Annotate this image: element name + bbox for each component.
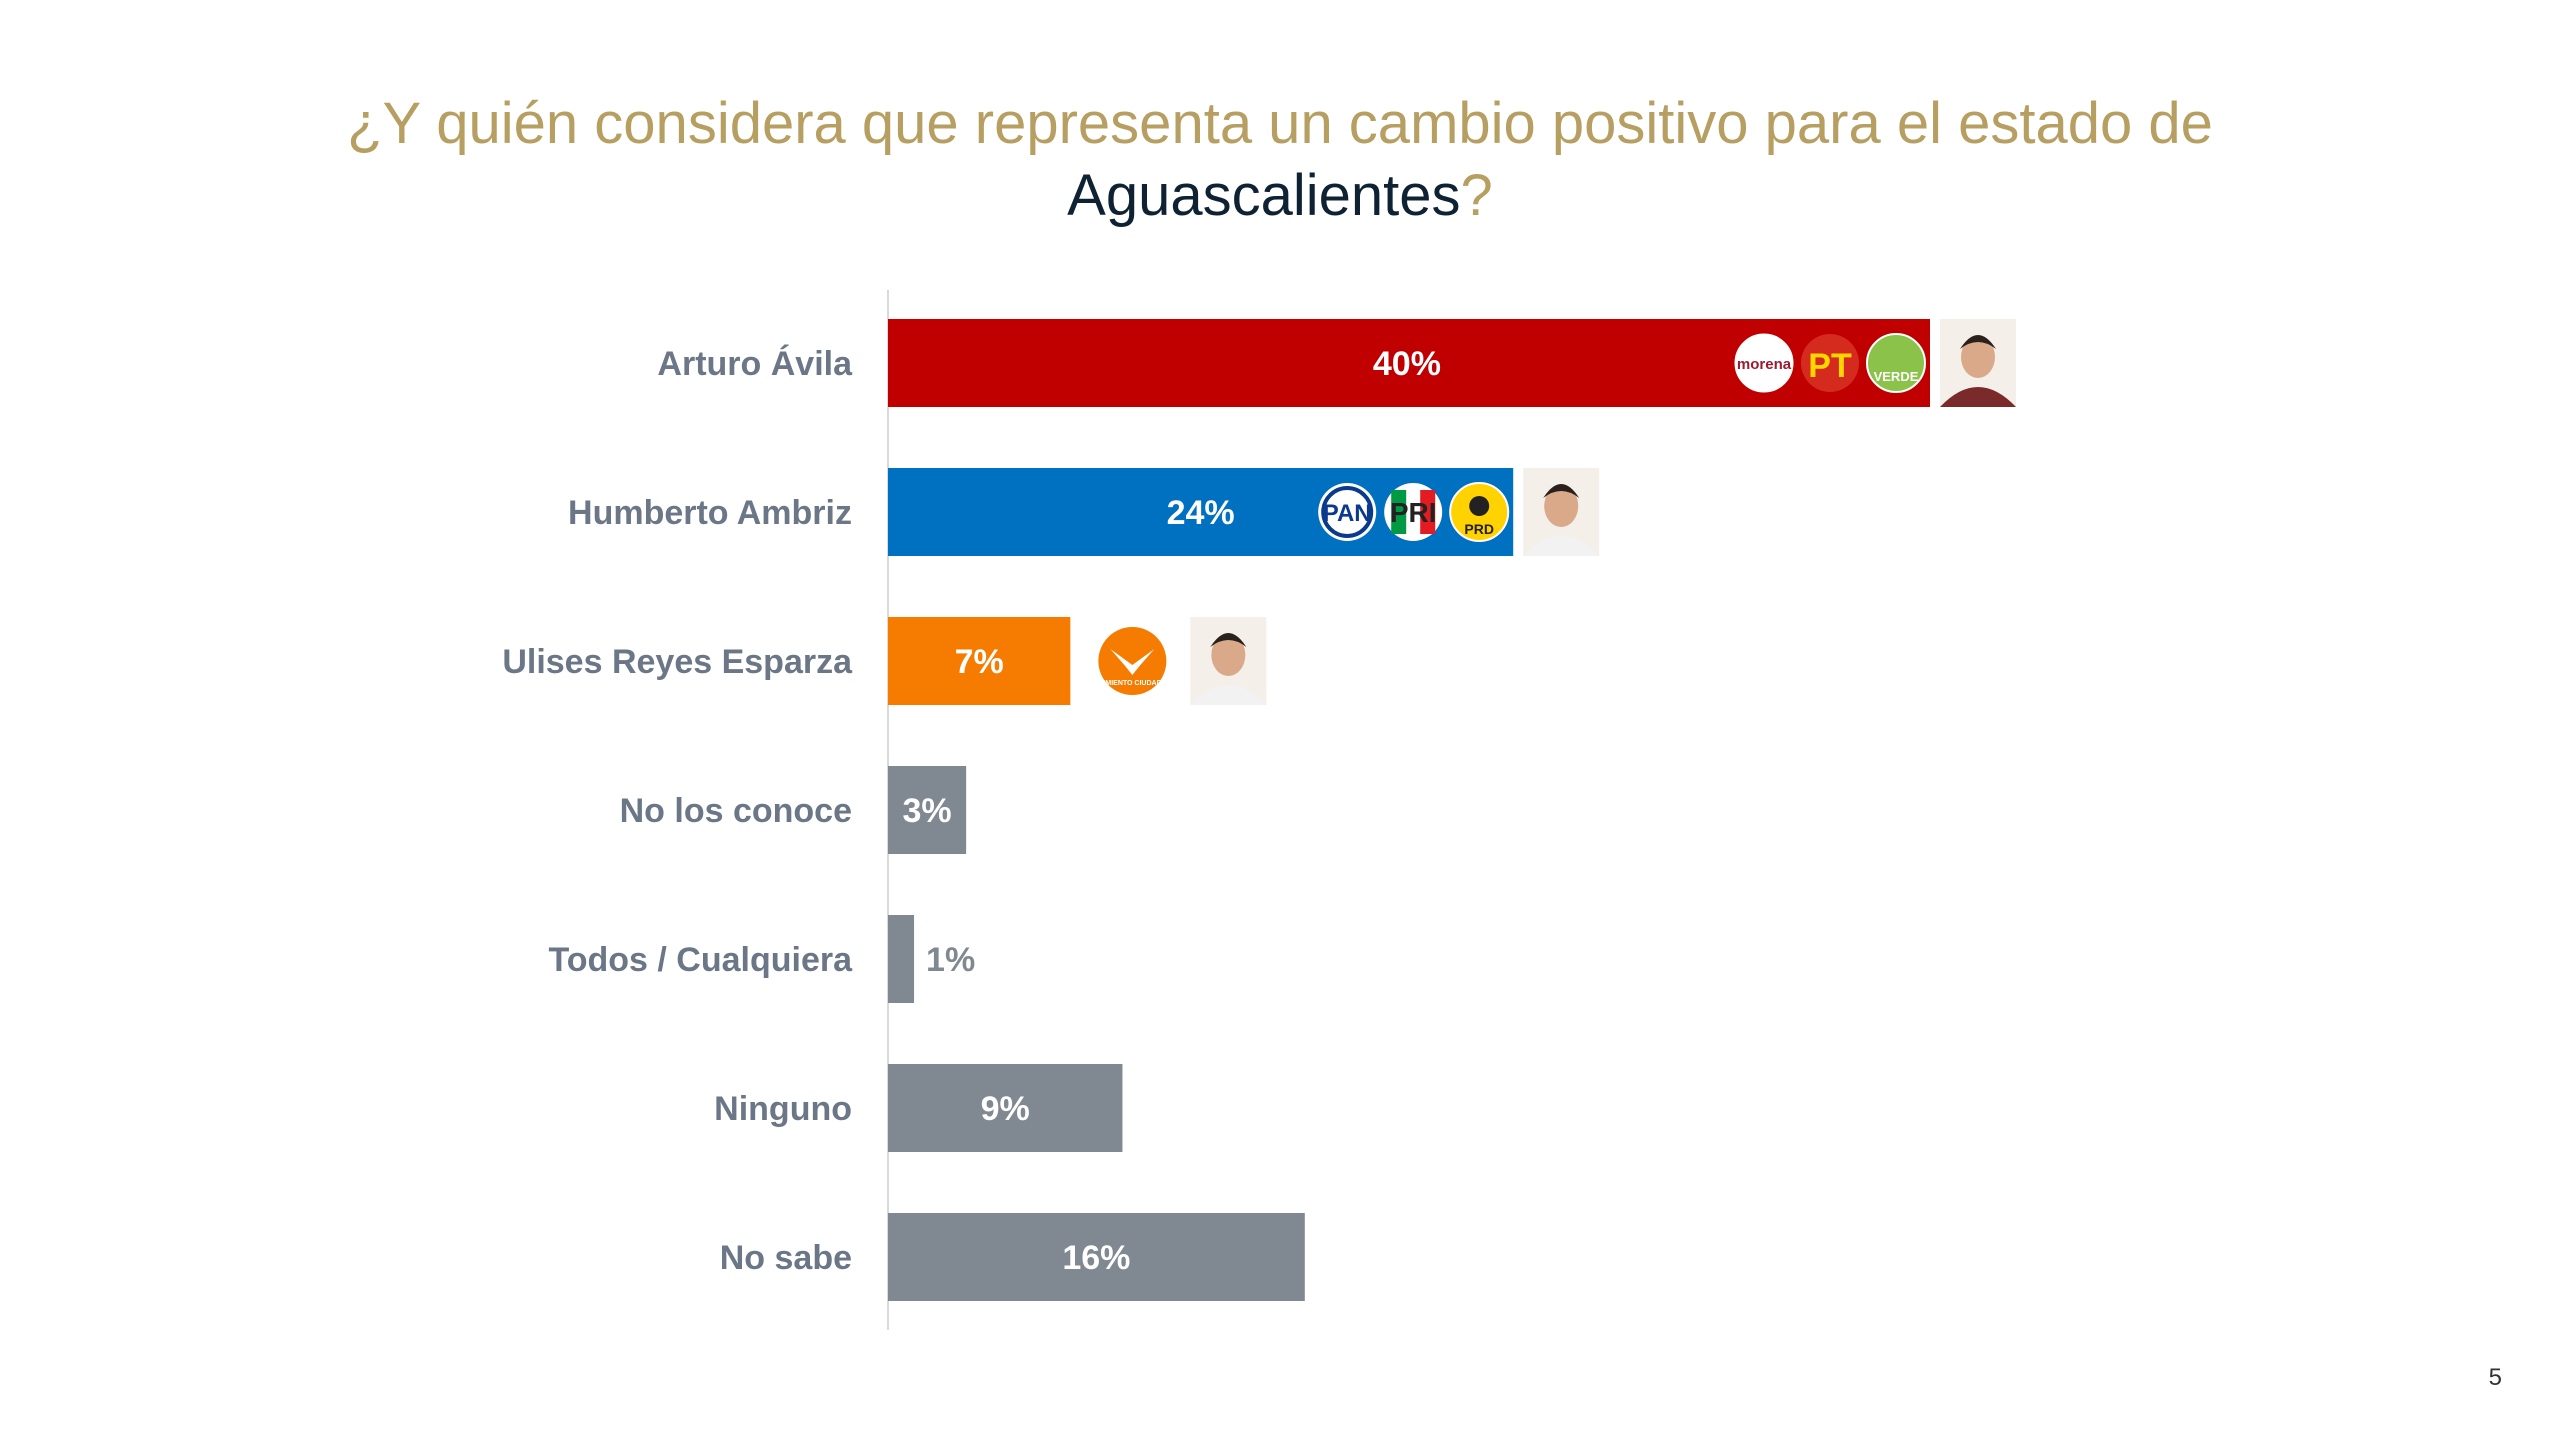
party-logo-prd: PRD xyxy=(1449,482,1510,542)
bar-ninguno xyxy=(888,1064,1123,1152)
value-label-humberto-ambriz: 24% xyxy=(1167,494,1235,532)
title-highlight: Aguascalientes xyxy=(1067,163,1461,228)
bar-no-sabe xyxy=(888,1213,1305,1301)
candidate-photo xyxy=(1190,617,1267,705)
category-label-humberto-ambriz: Humberto Ambriz xyxy=(568,494,852,532)
svg-text:PRI: PRI xyxy=(1390,497,1437,528)
svg-text:VERDE: VERDE xyxy=(1874,369,1919,384)
page-title: ¿Y quién considera que representa un cam… xyxy=(0,88,2560,232)
category-label-no-los-conoce: No los conoce xyxy=(620,792,852,830)
svg-text:PAN: PAN xyxy=(1323,500,1372,527)
category-label-no-sabe: No sabe xyxy=(720,1239,852,1277)
value-label-no-sabe: 16% xyxy=(1062,1239,1130,1277)
page-number: 5 xyxy=(2488,1364,2502,1391)
party-logo-movimiento-ciudadano: MOVIMIENTO CIUDADANO xyxy=(1087,627,1178,695)
svg-text:morena: morena xyxy=(1737,356,1792,373)
party-logo-morena: morena xyxy=(1734,333,1794,393)
title-line-1: ¿Y quién considera que representa un cam… xyxy=(347,91,2213,156)
value-label-ninguno: 9% xyxy=(981,1090,1030,1128)
bar-todos-cualquiera xyxy=(888,915,915,1003)
title-question-mark: ? xyxy=(1460,163,1493,228)
category-label-arturo-avila: Arturo Ávila xyxy=(657,345,853,383)
value-label-todos-cualquiera: 1% xyxy=(926,941,975,979)
svg-text:MOVIMIENTO CIUDADANO: MOVIMIENTO CIUDADANO xyxy=(1087,680,1177,687)
value-label-ulises-reyes-esparza: 7% xyxy=(955,643,1004,681)
candidate-photo xyxy=(1523,468,1600,556)
svg-text:PT: PT xyxy=(1808,347,1852,385)
party-logo-pt: PT xyxy=(1801,334,1859,392)
candidate-photo xyxy=(1940,319,2016,407)
value-label-arturo-avila: 40% xyxy=(1373,345,1441,383)
party-logo-pan: PAN xyxy=(1318,483,1377,541)
party-logo-verde: VERDE xyxy=(1866,333,1926,393)
svg-text:PRD: PRD xyxy=(1464,521,1494,537)
party-logo-pri: PRI xyxy=(1384,483,1443,541)
value-label-no-los-conoce: 3% xyxy=(903,792,952,830)
bar-ulises-reyes-esparza xyxy=(888,617,1071,705)
category-label-ulises-reyes-esparza: Ulises Reyes Esparza xyxy=(502,643,853,681)
category-label-ninguno: Ninguno xyxy=(714,1090,852,1128)
bar-no-los-conoce xyxy=(888,766,967,854)
category-label-todos-cualquiera: Todos / Cualquiera xyxy=(548,941,853,979)
title-line-2: Aguascalientes? xyxy=(0,160,2560,232)
